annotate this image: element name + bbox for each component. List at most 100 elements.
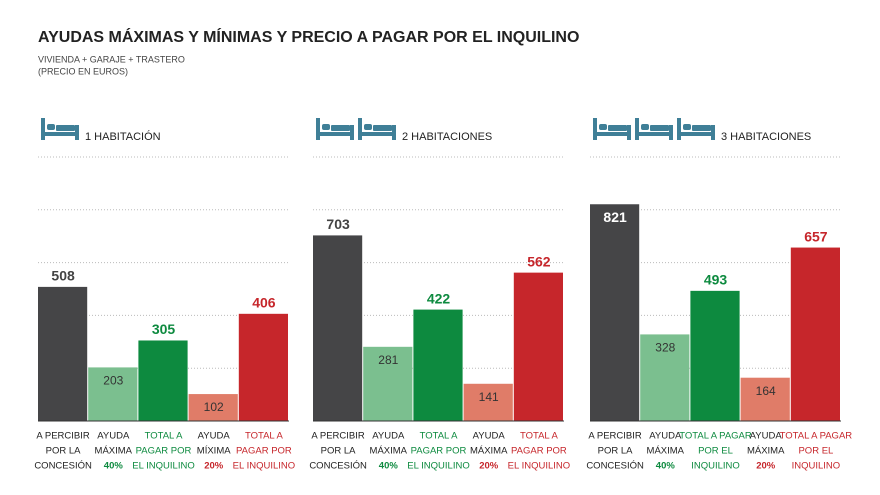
category-label: MÁXIMA xyxy=(95,446,133,457)
bar xyxy=(313,235,363,421)
bed-pillow xyxy=(322,124,330,130)
bar xyxy=(188,394,238,421)
bed-pillow xyxy=(599,124,607,130)
category-label: POR LA xyxy=(321,446,357,457)
category-label: AYUDA xyxy=(372,431,405,442)
value-label: 164 xyxy=(756,384,776,398)
bed-headboard xyxy=(358,118,362,140)
bed-icon xyxy=(593,118,631,140)
bar xyxy=(363,346,413,421)
bar xyxy=(790,247,840,421)
category-label: TOTAL A xyxy=(245,431,284,442)
category-label: 20% xyxy=(204,461,224,472)
category-label: MÍXIMA xyxy=(197,446,231,457)
bed-blanket xyxy=(692,125,711,131)
value-label: 493 xyxy=(704,272,728,288)
category-label: POR EL xyxy=(798,446,833,457)
category-label: MÁXIMA xyxy=(747,446,785,457)
value-label: 141 xyxy=(479,390,499,404)
bed-blanket xyxy=(331,125,350,131)
bar xyxy=(640,334,690,421)
bar xyxy=(413,309,463,421)
category-label: POR LA xyxy=(46,446,82,457)
bed-pillow xyxy=(683,124,691,130)
category-label: MÁXIMA xyxy=(470,446,508,457)
category-label: MÁXIMA xyxy=(647,446,685,457)
category-label: 40% xyxy=(104,461,124,472)
category-label: TOTAL A PAGAR xyxy=(780,431,853,442)
bed-frame xyxy=(358,132,396,136)
category-label: PAGAR POR xyxy=(136,446,192,457)
bed-pillow xyxy=(641,124,649,130)
category-label: A PERCIBIR xyxy=(36,431,89,442)
value-label: 508 xyxy=(51,268,75,284)
bar xyxy=(690,290,740,421)
bed-blanket xyxy=(56,125,75,131)
bar xyxy=(38,286,88,421)
panel-title: 1 HABITACIÓN xyxy=(85,130,161,143)
category-label: CONCESIÓN xyxy=(309,461,367,472)
bed-blanket xyxy=(608,125,627,131)
bar xyxy=(138,340,188,421)
value-label: 821 xyxy=(603,209,627,225)
bed-frame xyxy=(635,132,673,136)
value-label: 422 xyxy=(427,290,451,306)
bed-headboard xyxy=(635,118,639,140)
category-label: AYUDA xyxy=(198,431,231,442)
bed-headboard xyxy=(593,118,597,140)
bar xyxy=(740,377,790,421)
category-label: 20% xyxy=(756,461,776,472)
bar xyxy=(590,204,640,421)
category-label: CONCESIÓN xyxy=(34,461,92,472)
bar xyxy=(88,367,138,421)
value-label: 328 xyxy=(655,341,675,355)
bed-headboard xyxy=(316,118,320,140)
bed-icon xyxy=(677,118,715,140)
category-label: TOTAL A PAGAR xyxy=(679,431,752,442)
bed-icon xyxy=(41,118,79,140)
category-label: POR LA xyxy=(598,446,634,457)
bed-icon xyxy=(635,118,673,140)
subtitle: (PRECIO EN EUROS) xyxy=(38,66,128,76)
bar xyxy=(513,272,563,421)
category-label: 40% xyxy=(656,461,676,472)
bed-blanket xyxy=(373,125,392,131)
category-label: TOTAL A xyxy=(145,431,184,442)
category-label: MÁXIMA xyxy=(370,446,408,457)
category-label: 20% xyxy=(479,461,499,472)
value-label: 703 xyxy=(326,216,350,232)
category-label: POR EL xyxy=(698,446,733,457)
category-label: INQUILINO xyxy=(691,461,740,472)
category-label: EL INQUILINO xyxy=(233,461,295,472)
panel-title: 2 HABITACIONES xyxy=(402,131,492,143)
category-label: AYUDA xyxy=(97,431,130,442)
category-label: INQUILINO xyxy=(792,461,841,472)
value-label: 281 xyxy=(378,353,398,367)
category-label: A PERCIBIR xyxy=(588,431,641,442)
bed-pillow xyxy=(364,124,372,130)
panel-title: 3 HABITACIONES xyxy=(721,131,811,143)
bed-frame xyxy=(593,132,631,136)
value-label: 102 xyxy=(204,400,224,414)
category-label: AYUDA xyxy=(473,431,506,442)
bed-frame xyxy=(677,132,715,136)
category-label: 40% xyxy=(379,461,399,472)
category-label: PAGAR POR xyxy=(411,446,467,457)
bar xyxy=(238,313,288,421)
bed-icon xyxy=(358,118,396,140)
subtitle: VIVIENDA + GARAJE + TRASTERO xyxy=(38,54,185,64)
category-label: TOTAL A xyxy=(520,431,559,442)
value-label: 406 xyxy=(252,295,276,311)
value-label: 657 xyxy=(804,228,828,244)
value-label: 203 xyxy=(103,374,123,388)
value-label: 562 xyxy=(527,253,551,269)
category-label: PAGAR POR xyxy=(511,446,567,457)
category-label: EL INQUILINO xyxy=(132,461,194,472)
category-label: EL INQUILINO xyxy=(508,461,570,472)
value-label: 305 xyxy=(152,321,176,337)
bed-frame xyxy=(316,132,354,136)
bar xyxy=(463,383,513,421)
category-label: TOTAL A xyxy=(420,431,459,442)
bed-headboard xyxy=(677,118,681,140)
